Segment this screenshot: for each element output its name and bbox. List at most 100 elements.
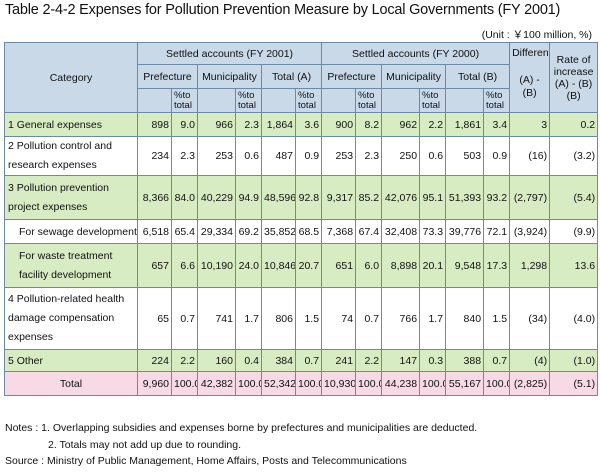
pct-header: %to total — [355, 88, 383, 113]
table-cell: (3,924) — [509, 219, 551, 244]
table-cell: (3.2) — [549, 136, 599, 176]
table-cell: 2.2 — [355, 349, 383, 372]
table-cell: 2.3 — [235, 112, 262, 137]
table-cell: 3 — [509, 112, 551, 137]
table-cell: 84.0 — [171, 175, 198, 220]
table-cell: 0.6 — [235, 136, 262, 176]
table-cell: 35,852 — [261, 219, 296, 244]
table-cell: 44,238 — [381, 371, 421, 396]
table-cell: 0.6 — [419, 136, 447, 176]
table-cell: (9.9) — [549, 219, 599, 244]
difference-label: Difference — [512, 47, 549, 59]
table-cell: (1.0) — [549, 349, 599, 372]
table-cell: 0.7 — [355, 287, 383, 350]
table-cell: 32,408 — [381, 219, 421, 244]
table-cell: 13.6 — [549, 243, 599, 288]
row-label: 2 Pollution control and research expense… — [4, 136, 138, 176]
table-row: 5 Other 224 2.2 160 0.4 384 0.7 241 2.2 147 0.3 388… — [4, 349, 599, 372]
table-cell: 241 — [321, 349, 357, 372]
table-cell: 8,898 — [381, 243, 421, 288]
table-cell: 806 — [261, 287, 296, 350]
difference-formula: (A) - (B) — [519, 74, 540, 99]
table-cell: 0.7 — [171, 287, 198, 350]
table-cell: 68.5 — [294, 219, 323, 244]
table-cell: 657 — [137, 243, 172, 288]
table-cell: 1,861 — [445, 112, 485, 137]
table-cell: (5.1) — [549, 371, 599, 396]
table-cell: 100.0 — [235, 371, 262, 396]
expenses-table: Category Settled accounts (FY 2001) Sett… — [4, 42, 599, 396]
table-cell: 69.2 — [235, 219, 262, 244]
municipality-2000-header: Municipality — [381, 64, 447, 89]
table-cell: 94.9 — [235, 175, 262, 220]
table-cell: 42,076 — [381, 175, 421, 220]
table-cell: 52,342 — [261, 371, 296, 396]
table-cell: 3.6 — [294, 112, 323, 137]
table-cell: 966 — [197, 112, 236, 137]
table-cell: 100.0 — [171, 371, 198, 396]
table-cell: 8,366 — [137, 175, 172, 220]
table-cell: 100.0 — [294, 371, 323, 396]
table-title: Table 2-4-2 Expenses for Pollution Preve… — [5, 2, 561, 18]
table-cell: 0.7 — [483, 349, 511, 372]
pct-header: %to total — [294, 88, 323, 113]
table-row: 2 Pollution control and research expense… — [4, 136, 599, 176]
table-cell: 900 — [321, 112, 357, 137]
table-cell: 840 — [445, 287, 485, 350]
table-cell: 3.4 — [483, 112, 511, 137]
table-cell: 388 — [445, 349, 485, 372]
table-cell: 72.1 — [483, 219, 511, 244]
table-cell: 65 — [137, 287, 172, 350]
table-cell: 67.4 — [355, 219, 383, 244]
table-cell: 384 — [261, 349, 296, 372]
table-cell: 100.0 — [419, 371, 447, 396]
table-cell: 250 — [381, 136, 421, 176]
table-cell: 0.4 — [235, 349, 262, 372]
table-cell: 39,776 — [445, 219, 485, 244]
table-cell: 74 — [321, 287, 357, 350]
table-cell: 6.6 — [171, 243, 198, 288]
table-cell: 962 — [381, 112, 421, 137]
table-cell: 40,229 — [197, 175, 236, 220]
table-cell: 20.7 — [294, 243, 323, 288]
table-cell: 7,368 — [321, 219, 357, 244]
table-cell: 51,393 — [445, 175, 485, 220]
table-row: 3 Pollution prevention project expenses 8… — [4, 175, 599, 220]
table-cell: 2.2 — [419, 112, 447, 137]
table-cell: 224 — [137, 349, 172, 372]
row-label: 4 Pollution-related health damage compen… — [4, 287, 138, 350]
table-cell: 55,167 — [445, 371, 485, 396]
table-cell: 1,298 — [509, 243, 551, 288]
table-cell: 48,596 — [261, 175, 296, 220]
table-cell: 17.3 — [483, 243, 511, 288]
table-cell: 42,382 — [197, 371, 236, 396]
pct-header: %to total — [419, 88, 447, 113]
table-cell: 234 — [137, 136, 172, 176]
table-cell: 95.1 — [419, 175, 447, 220]
table-cell: 0.2 — [549, 112, 599, 137]
table-cell: 253 — [321, 136, 357, 176]
table-cell: 85.2 — [355, 175, 383, 220]
category-header: Category — [4, 42, 138, 113]
note-1: Notes : 1. Overlapping subsidies and exp… — [5, 422, 478, 434]
table-cell: (16) — [509, 136, 551, 176]
total-a-header: Total (A) — [260, 64, 323, 89]
table-cell: 9,548 — [445, 243, 485, 288]
table-cell: 898 — [137, 112, 172, 137]
total-b-header: Total (B) — [445, 64, 511, 89]
table-cell: 0.3 — [419, 349, 447, 372]
table-cell: (2,797) — [509, 175, 551, 220]
table-cell: 24.0 — [235, 243, 262, 288]
table-cell: (2,825) — [509, 371, 551, 396]
table-cell: 0.9 — [483, 136, 511, 176]
pct-header: %to total — [171, 88, 198, 113]
table-cell: 2.3 — [171, 136, 198, 176]
table-cell: 93.2 — [483, 175, 511, 220]
table-cell: 1.5 — [294, 287, 323, 350]
table-cell: 741 — [197, 287, 236, 350]
difference-header: Difference (A) - (B) — [509, 42, 551, 113]
pct-header: %to total — [483, 88, 511, 113]
table-row: For sewage development 6,518 65.4 29,334 69.… — [4, 219, 599, 244]
table-cell: 65.4 — [171, 219, 198, 244]
table-cell: 8.2 — [355, 112, 383, 137]
